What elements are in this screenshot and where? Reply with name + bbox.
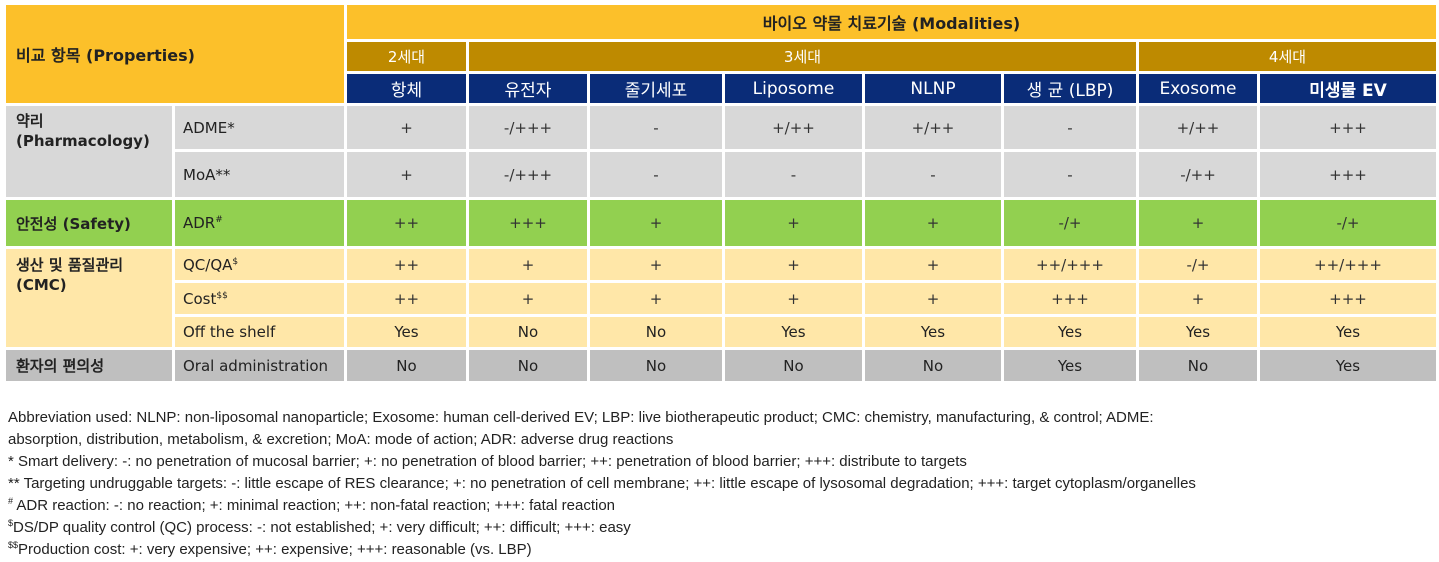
row-moa: MoA** + -/+++ - - - - -/++ +++ [6, 152, 1436, 197]
cell: Yes [1004, 350, 1136, 381]
cell: + [865, 200, 1001, 246]
cell: -/+ [1004, 200, 1136, 246]
cell: +++ [1260, 283, 1436, 314]
group-cmc: 생산 및 품질관리 (CMC) [6, 249, 172, 347]
cell: No [865, 350, 1001, 381]
cell: No [725, 350, 862, 381]
generation-3: 3세대 [469, 42, 1136, 71]
cell: -/+ [1139, 249, 1257, 280]
cell: No [1139, 350, 1257, 381]
cell: + [347, 106, 466, 149]
cell: - [865, 152, 1001, 197]
comparison-table: 비교 항목 (Properties) 바이오 약물 치료기술 (Modaliti… [3, 2, 1439, 384]
modalities-header: 바이오 약물 치료기술 (Modalities) [347, 5, 1436, 39]
column-header: NLNP [865, 74, 1001, 103]
cell: +++ [1260, 106, 1436, 149]
cell: + [469, 249, 587, 280]
cell: + [469, 283, 587, 314]
row-label: ADME* [175, 106, 344, 149]
cell: Yes [725, 317, 862, 347]
footnote-adr: # ADR reaction: -: no reaction; +: minim… [8, 496, 616, 515]
properties-header: 비교 항목 (Properties) [6, 5, 344, 103]
cell: + [590, 283, 722, 314]
cell: ++ [347, 249, 466, 280]
cell: + [865, 283, 1001, 314]
cell: - [1004, 106, 1136, 149]
column-header: 생 균 (LBP) [1004, 74, 1136, 103]
cell: -/++ [1139, 152, 1257, 197]
column-header: 항체 [347, 74, 466, 103]
cell: - [590, 106, 722, 149]
group-pharmacology: 약리 (Pharmacology) [6, 106, 172, 197]
column-header: 줄기세포 [590, 74, 722, 103]
row-adr: 안전성 (Safety) ADR# ++ +++ + + + -/+ + -/+ [6, 200, 1436, 246]
row-label: Off the shelf [175, 317, 344, 347]
cell: - [590, 152, 722, 197]
generation-4: 4세대 [1139, 42, 1436, 71]
cell: Yes [1139, 317, 1257, 347]
cell: +/++ [865, 106, 1001, 149]
cell: + [865, 249, 1001, 280]
row-cost: Cost$$ ++ + + + + +++ + +++ [6, 283, 1436, 314]
cell: Yes [1260, 350, 1436, 381]
row-oral: 환자의 편의성 Oral administration No No No No … [6, 350, 1436, 381]
column-header: 유전자 [469, 74, 587, 103]
cell: ++ [347, 283, 466, 314]
cell: +/++ [725, 106, 862, 149]
cell: Yes [1260, 317, 1436, 347]
cell: -/+ [1260, 200, 1436, 246]
row-offshelf: Off the shelf Yes No No Yes Yes Yes Yes … [6, 317, 1436, 347]
cell: - [725, 152, 862, 197]
row-label: ADR# [175, 200, 344, 246]
row-adme: 약리 (Pharmacology) ADME* + -/+++ - +/++ +… [6, 106, 1436, 197]
row-label: Oral administration [175, 350, 344, 381]
row-label: Cost$$ [175, 283, 344, 314]
abbreviation-note-cont: absorption, distribution, metabolism, & … [8, 431, 674, 448]
cell: No [590, 317, 722, 347]
cell: -/+++ [469, 152, 587, 197]
row-label: QC/QA$ [175, 249, 344, 280]
cell: No [347, 350, 466, 381]
cell: + [725, 283, 862, 314]
cell: +++ [1004, 283, 1136, 314]
generation-2: 2세대 [347, 42, 466, 71]
cell: +++ [469, 200, 587, 246]
cell: + [725, 200, 862, 246]
group-safety: 안전성 (Safety) [6, 200, 172, 246]
row-label: MoA** [175, 152, 344, 197]
footnote-qc: $DS/DP quality control (QC) process: -: … [8, 518, 631, 537]
column-header: 미생물 EV [1260, 74, 1436, 103]
cell: + [1139, 283, 1257, 314]
cell: No [469, 350, 587, 381]
cell: + [590, 249, 722, 280]
cell: -/+++ [469, 106, 587, 149]
abbreviation-note: Abbreviation used: NLNP: non-liposomal n… [8, 409, 1154, 426]
cell: ++/+++ [1004, 249, 1136, 280]
column-header: Liposome [725, 74, 862, 103]
footnote-cost: $$Production cost: +: very expensive; ++… [8, 540, 532, 559]
footnote-targeting: ** Targeting undruggable targets: -: lit… [8, 475, 1196, 492]
cell: No [469, 317, 587, 347]
footnotes: Abbreviation used: NLNP: non-liposomal n… [8, 407, 1433, 561]
cell: Yes [1004, 317, 1136, 347]
cell: No [590, 350, 722, 381]
cell: ++/+++ [1260, 249, 1436, 280]
cell: +/++ [1139, 106, 1257, 149]
row-qcqa: 생산 및 품질관리 (CMC) QC/QA$ ++ + + + + ++/+++… [6, 249, 1436, 347]
group-convenience: 환자의 편의성 [6, 350, 172, 381]
cell: Yes [347, 317, 466, 347]
cell: + [725, 249, 862, 280]
footnote-smart-delivery: * Smart delivery: -: no penetration of m… [8, 453, 967, 470]
cell: - [1004, 152, 1136, 197]
cell: Yes [865, 317, 1001, 347]
column-header: Exosome [1139, 74, 1257, 103]
cell: ++ [347, 200, 466, 246]
cell: +++ [1260, 152, 1436, 197]
cell: + [590, 200, 722, 246]
cell: + [347, 152, 466, 197]
cell: + [1139, 200, 1257, 246]
